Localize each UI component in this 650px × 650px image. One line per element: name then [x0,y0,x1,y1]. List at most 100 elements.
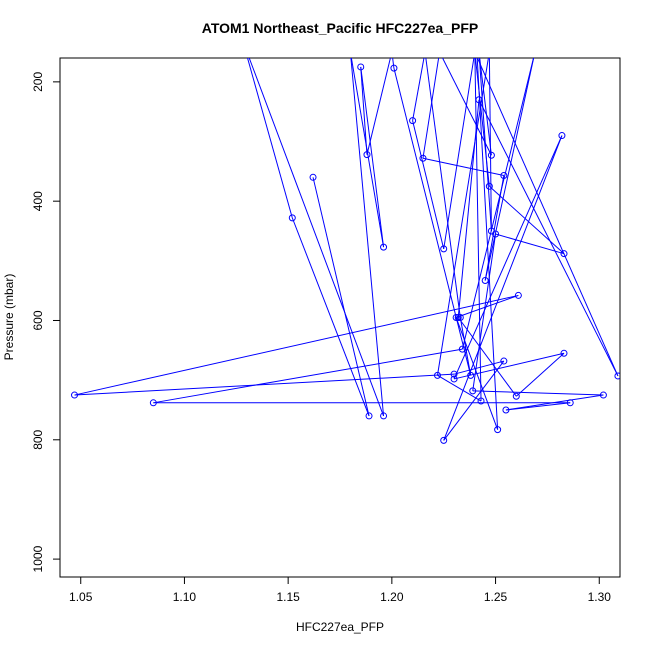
series-segment [443,58,475,249]
data-point [450,370,458,378]
data-point [454,314,462,321]
series-segment [472,390,604,396]
series-segment [153,348,463,404]
data-point [500,172,508,180]
series-segment [425,58,461,318]
series-segment [457,99,480,318]
series-segment [484,58,535,281]
series-segment [437,374,482,402]
series-segment [393,68,472,376]
data-point [560,250,568,258]
y-tick-label: 600 [31,310,45,330]
data-point [599,391,607,399]
y-tick-label: 400 [31,191,45,211]
y-axis-label: Pressure (mbar) [2,274,16,361]
series-segment [443,360,505,441]
x-axis: 1.05 1.10 1.15 1.20 1.25 1.30 [69,576,612,604]
data-point [390,64,398,72]
series-segment [247,58,293,219]
data-point [475,96,483,104]
data-point [440,245,448,253]
series-segment [412,58,425,121]
series-segment [366,58,391,155]
x-tick-label: 1.20 [380,590,404,604]
data-point [477,397,485,405]
y-tick-label: 800 [31,429,45,449]
data-point [467,371,475,379]
x-tick-label: 1.05 [69,590,93,604]
series-segment [472,233,497,391]
data-point [365,412,373,420]
data-point [566,399,574,407]
x-tick-label: 1.30 [588,590,612,604]
series-segment [495,233,565,255]
data-point [500,357,508,365]
plot-area [59,57,621,578]
series-segment [515,352,565,397]
data-point [485,182,493,190]
data-point [433,371,441,379]
data-point [409,117,417,125]
series-segment [474,58,490,187]
series-segment [488,58,492,232]
data-point [452,314,460,321]
series-segment [453,352,565,380]
plot-frame [59,57,621,578]
data-point [288,214,296,222]
y-axis: 200 400 600 800 1000 [31,72,61,572]
data-point [440,436,448,444]
series-layer [71,58,620,444]
series-segment [360,66,368,155]
data-point [458,345,466,353]
series-segment [441,58,492,156]
series-segment [248,58,385,417]
series-segment [479,58,492,156]
data-point [363,151,371,159]
series-segment [459,317,472,376]
data-point [512,392,520,400]
series-segment [422,157,504,177]
series-segment [291,217,370,417]
series-segment [478,58,492,232]
data-point [380,243,388,251]
x-axis-label: HFC227ea_PFP [296,620,384,634]
series-segment [453,135,563,380]
data-point [149,399,157,407]
series-segment [476,58,499,430]
data-point [309,173,317,181]
series-segment [412,120,445,250]
data-point [481,277,489,285]
series-segment [455,317,499,430]
data-point [502,406,510,414]
data-point [419,154,427,162]
data-point [456,314,464,321]
data-point [514,291,522,299]
chart-title: ATOM1 Northeast_Pacific HFC227ea_PFP [202,20,478,36]
data-point [71,391,79,399]
x-tick-label: 1.10 [173,590,197,604]
data-point [450,375,458,383]
data-point [492,230,500,238]
series-segment [478,99,619,377]
series-segment [476,58,619,377]
series-segment [74,373,455,396]
series-segment [312,177,370,417]
series-segment [453,360,504,375]
series-segment [443,135,563,441]
series-segment [457,317,517,397]
series-segment [455,294,519,318]
series-segment [74,294,519,396]
data-point [494,426,502,434]
data-point [380,412,388,420]
y-tick-label: 1000 [31,545,45,572]
data-point [558,132,566,140]
y-tick-label: 200 [31,72,45,92]
data-point [357,63,365,71]
data-point [614,372,620,380]
series-segment [461,58,535,350]
data-point [469,387,477,395]
x-tick-label: 1.25 [484,590,508,604]
series-segment [422,58,440,159]
series-segment [488,185,565,255]
